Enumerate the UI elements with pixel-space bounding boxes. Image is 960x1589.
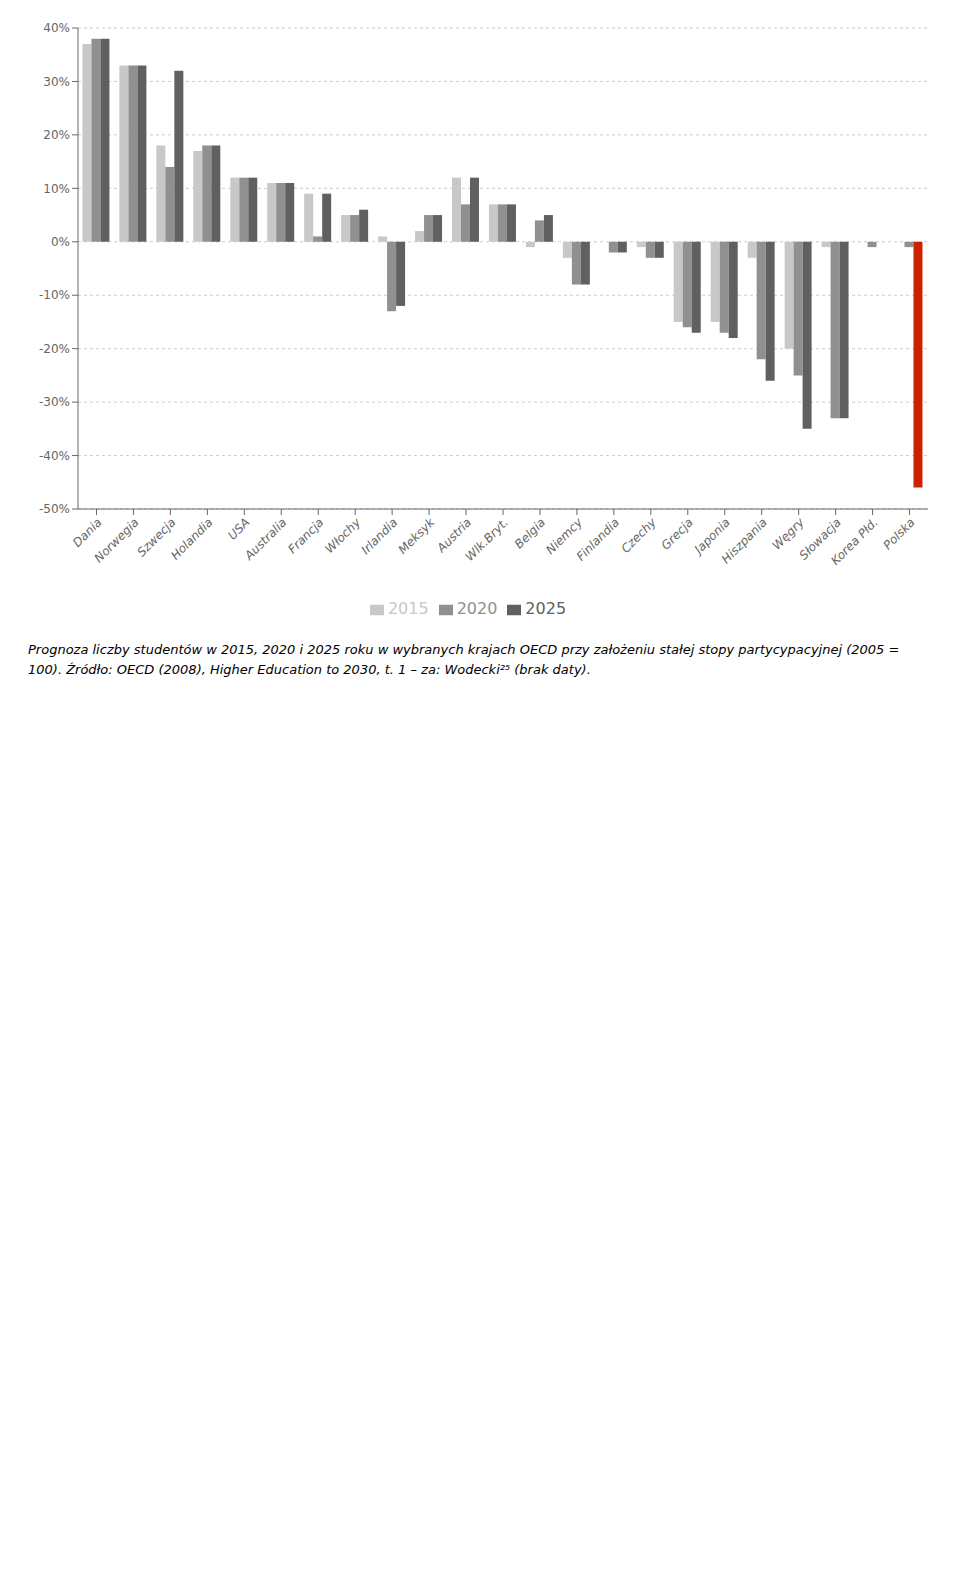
svg-text:Japonia: Japonia xyxy=(691,515,733,557)
svg-text:Szwecja: Szwecja xyxy=(134,515,179,560)
svg-text:Finlandia: Finlandia xyxy=(574,515,622,563)
svg-text:Francja: Francja xyxy=(285,515,326,556)
svg-text:-40%: -40% xyxy=(39,449,70,463)
svg-text:Dania: Dania xyxy=(70,515,105,550)
svg-text:0%: 0% xyxy=(51,235,70,249)
svg-text:Australia: Australia xyxy=(241,515,289,563)
svg-text:Słowacja: Słowacja xyxy=(796,515,844,563)
svg-text:Holandia: Holandia xyxy=(168,515,215,562)
svg-text:10%: 10% xyxy=(43,182,70,196)
svg-text:Niemcy: Niemcy xyxy=(543,515,586,557)
svg-text:-30%: -30% xyxy=(39,395,70,409)
svg-text:-20%: -20% xyxy=(39,342,70,356)
svg-text:Belgia: Belgia xyxy=(512,515,548,551)
html-text:2015: 2015 xyxy=(387,599,429,618)
svg-text:Meksyk: Meksyk xyxy=(396,515,438,557)
svg-text:USA: USA xyxy=(225,515,252,542)
svg-text:Wlk.Bryt.: Wlk.Bryt. xyxy=(463,515,512,564)
html-text:2020: 2020 xyxy=(456,599,498,618)
svg-text:Norwegia: Norwegia xyxy=(92,515,142,565)
svg-text:30%: 30% xyxy=(43,75,70,89)
svg-text:Czechy: Czechy xyxy=(618,515,659,556)
svg-text:Węgry: Węgry xyxy=(769,515,807,553)
svg-text:Korea Płd.: Korea Płd. xyxy=(828,515,881,568)
svg-text:20%: 20% xyxy=(43,128,70,142)
svg-text:Włochy: Włochy xyxy=(322,515,364,557)
svg-text:-50%: -50% xyxy=(39,502,70,516)
svg-text:-10%: -10% xyxy=(39,288,70,302)
svg-text:Irlandia: Irlandia xyxy=(359,515,401,557)
svg-text:Austria: Austria xyxy=(434,515,475,556)
svg-text:Grecja: Grecja xyxy=(659,515,696,552)
svg-text:Polska: Polska xyxy=(881,515,918,552)
svg-text:Hiszpania: Hiszpania xyxy=(719,515,770,566)
html-text:2025: 2025 xyxy=(525,599,567,618)
html-text:Prognoza liczby studentów w 20: Prognoza liczby studentów w 2015, 2020 i… xyxy=(28,642,900,677)
svg-text:40%: 40% xyxy=(43,21,70,35)
